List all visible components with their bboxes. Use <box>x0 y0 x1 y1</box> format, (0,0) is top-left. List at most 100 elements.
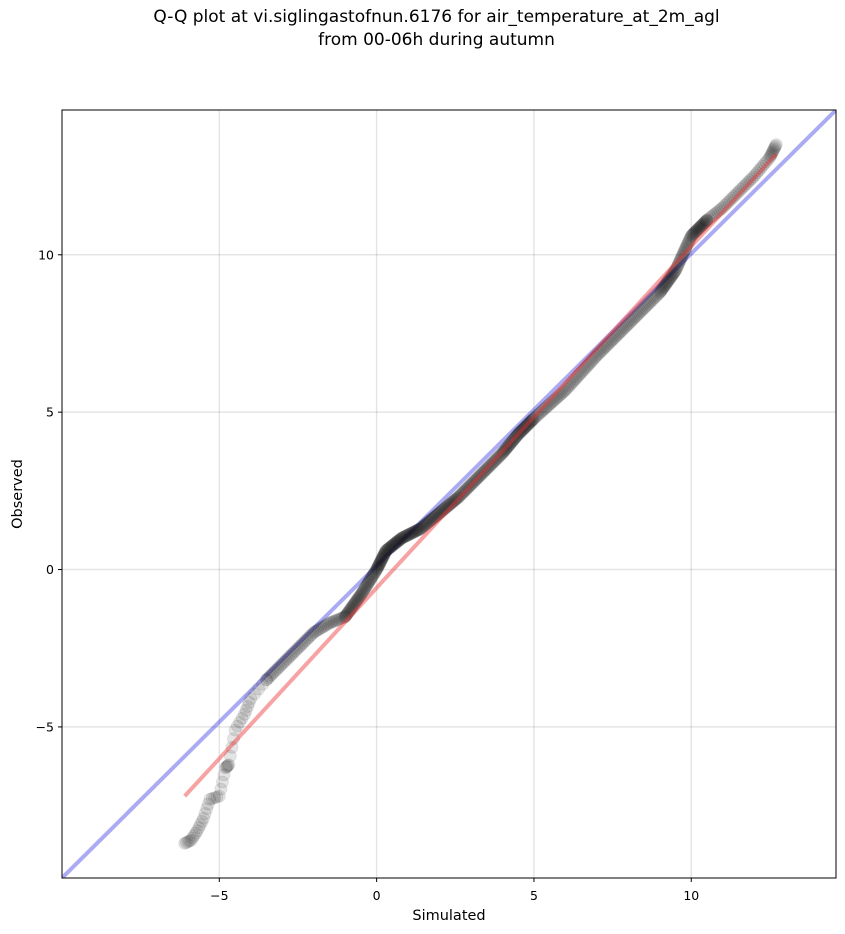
scatter-point <box>687 226 701 240</box>
scatter-point <box>364 572 378 586</box>
scatter-point <box>200 802 214 816</box>
scatter-point <box>669 263 683 277</box>
scatter-point <box>460 482 474 496</box>
scatter-point <box>612 326 626 340</box>
scatter-point <box>415 521 429 535</box>
x-axis-label: Simulated <box>412 908 485 924</box>
scatter-point <box>220 759 234 773</box>
scatter-point <box>499 442 513 456</box>
scatter-point <box>466 476 480 490</box>
scatter-point <box>352 591 366 605</box>
scatter-point <box>418 518 432 532</box>
scatter-point <box>266 666 280 680</box>
scatter-point <box>484 458 498 472</box>
scatter-point <box>197 811 211 825</box>
scatter-point <box>483 459 497 473</box>
identity-line <box>62 110 836 878</box>
scatter-point <box>386 538 400 552</box>
scatter-point <box>582 357 596 371</box>
scatter-point <box>358 582 372 596</box>
chart-title: Q-Q plot at vi.siglingastofnun.6176 for … <box>0 6 845 52</box>
scatter-point <box>400 528 414 542</box>
scatter-point <box>325 615 339 629</box>
scatter-point <box>513 425 527 439</box>
scatter-point <box>190 824 204 838</box>
scatter-point <box>337 610 351 624</box>
scatter-point <box>427 510 441 524</box>
scatter-point <box>485 457 499 471</box>
scatter-point <box>284 649 298 663</box>
scatter-point <box>433 506 447 520</box>
scatter-point <box>410 523 424 537</box>
scatter-point <box>632 306 646 320</box>
scatter-point <box>516 422 530 436</box>
scatter-point <box>389 535 403 549</box>
scatter-point <box>667 266 681 280</box>
scatter-point <box>501 440 515 454</box>
scatter-point <box>526 412 540 426</box>
scatter-point <box>518 420 532 434</box>
scatter-point <box>404 527 418 541</box>
scatter-point <box>754 161 768 175</box>
scatter-point <box>391 534 405 548</box>
scatter-point <box>661 273 675 287</box>
scatter-point <box>511 427 525 441</box>
scatter-point <box>443 498 457 512</box>
scatter-point <box>716 200 730 214</box>
scatter-point <box>698 215 712 229</box>
scatter-point <box>664 271 678 285</box>
y-tick-label: 10 <box>38 247 54 262</box>
scatter-point <box>455 486 469 500</box>
scatter-point <box>189 826 203 840</box>
scatter-point <box>547 393 561 407</box>
scatter-point <box>745 172 759 186</box>
scatter-point <box>324 616 338 630</box>
scatter-point <box>522 416 536 430</box>
scatter-point <box>507 433 521 447</box>
scatter-point <box>276 657 290 671</box>
scatter-point <box>358 580 372 594</box>
scatter-point <box>766 145 780 159</box>
scatter-point <box>513 426 527 440</box>
scatter-point <box>341 606 355 620</box>
scatter-point <box>384 540 398 554</box>
scatter-point <box>435 504 449 518</box>
scatter-point <box>649 290 663 304</box>
scatter-point <box>692 221 706 235</box>
scatter-point <box>558 384 572 398</box>
scatter-point <box>235 711 249 725</box>
scatter-point <box>390 535 404 549</box>
scatter-point <box>327 614 341 628</box>
scatter-point <box>488 453 502 467</box>
scatter-point <box>605 333 619 347</box>
scatter-point <box>268 665 282 679</box>
scatter-point <box>565 376 579 390</box>
scatter-point <box>311 623 325 637</box>
scatter-point <box>355 586 369 600</box>
scatter-point <box>440 500 454 514</box>
scatter-point <box>651 287 665 301</box>
scatter-point <box>477 465 491 479</box>
scatter-point <box>371 561 385 575</box>
scatter-point <box>741 175 755 189</box>
scatter-point <box>627 311 641 325</box>
scatter-point <box>730 186 744 200</box>
scatter-point <box>471 470 485 484</box>
scatter-point <box>450 491 464 505</box>
scatter-point <box>634 305 648 319</box>
scatter-point <box>693 220 707 234</box>
scatter-point <box>525 414 539 428</box>
scatter-point <box>330 613 344 627</box>
scatter-point <box>621 317 635 331</box>
scatter-point <box>241 699 255 713</box>
scatter-point <box>734 182 748 196</box>
scatter-point <box>504 436 518 450</box>
scatter-point <box>329 614 343 628</box>
scatter-point <box>601 337 615 351</box>
scatter-point <box>301 631 315 645</box>
scatter-point <box>644 294 658 308</box>
scatter-point <box>522 417 536 431</box>
scatter-point <box>420 516 434 530</box>
scatter-point <box>590 348 604 362</box>
scatter-point <box>584 355 598 369</box>
